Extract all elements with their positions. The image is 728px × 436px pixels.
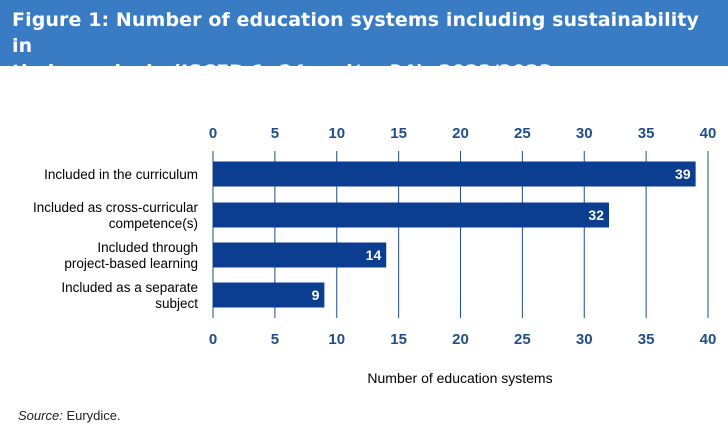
category-label-line: project-based learning bbox=[64, 256, 198, 271]
category-label-line: Included in the curriculum bbox=[44, 167, 198, 182]
category-label-line: subject bbox=[155, 296, 198, 311]
figure-title-line-1: Figure 1: Number of education systems in… bbox=[12, 9, 700, 57]
category-label: Included through project-based learning bbox=[64, 240, 198, 271]
figure-title: Figure 1: Number of education systems in… bbox=[12, 7, 716, 85]
x-tick-label-top: 25 bbox=[514, 125, 531, 142]
top-tick-labels: 0 5 10 15 20 25 30 35 40 bbox=[209, 125, 717, 142]
category-label-line: Included as a separate bbox=[61, 280, 198, 295]
bar-data-label: 32 bbox=[588, 207, 604, 223]
source-text: Eurydice. bbox=[66, 408, 121, 423]
x-tick-label-bottom: 15 bbox=[390, 331, 407, 348]
bar-chart: 0 5 10 15 20 25 30 35 40 0 5 10 15 20 25 30 35 40 Includ… bbox=[33, 125, 717, 386]
bar-data-label: 39 bbox=[675, 166, 691, 182]
bar bbox=[213, 282, 325, 308]
bar bbox=[213, 161, 696, 187]
bar bbox=[213, 242, 387, 268]
x-tick-label-top: 40 bbox=[700, 125, 717, 142]
x-tick-label-top: 0 bbox=[209, 125, 217, 142]
x-tick-label-bottom: 0 bbox=[209, 331, 217, 348]
category-labels: Included in the curriculum Included as cr… bbox=[33, 167, 199, 311]
x-tick-label-bottom: 40 bbox=[700, 331, 717, 348]
x-tick-label-top: 20 bbox=[452, 125, 469, 142]
category-label: Included as cross-curricular competence(s… bbox=[33, 200, 199, 231]
x-tick-label-bottom: 25 bbox=[514, 331, 531, 348]
data-labels: 39 32 14 9 bbox=[312, 166, 691, 303]
category-label: Included in the curriculum bbox=[44, 167, 198, 182]
x-tick-label-top: 5 bbox=[271, 125, 279, 142]
x-tick-label-top: 15 bbox=[390, 125, 407, 142]
bar-data-label: 14 bbox=[366, 247, 382, 263]
figure-title-box: Figure 1: Number of education systems in… bbox=[0, 0, 728, 83]
x-axis-label: Number of education systems bbox=[367, 370, 552, 386]
category-label: Included as a separate subject bbox=[61, 280, 198, 311]
x-tick-label-top: 10 bbox=[328, 125, 345, 142]
category-label-line: competence(s) bbox=[109, 216, 198, 231]
x-tick-label-bottom: 5 bbox=[271, 331, 279, 348]
bar bbox=[213, 202, 609, 228]
source-note: Source: Eurydice. bbox=[18, 408, 121, 423]
bars bbox=[213, 161, 696, 308]
figure-title-line-2: their curricula (ISCED 1, 24 and/or 34),… bbox=[12, 61, 553, 83]
x-tick-label-bottom: 10 bbox=[328, 331, 345, 348]
x-tick-label-top: 30 bbox=[576, 125, 593, 142]
x-tick-label-top: 35 bbox=[638, 125, 655, 142]
category-label-line: Included as cross-curricular bbox=[33, 200, 199, 215]
x-tick-label-bottom: 35 bbox=[638, 331, 655, 348]
bar-data-label: 9 bbox=[312, 287, 320, 303]
x-tick-label-bottom: 20 bbox=[452, 331, 469, 348]
x-tick-label-bottom: 30 bbox=[576, 331, 593, 348]
source-label: Source: bbox=[18, 408, 63, 423]
bottom-tick-labels: 0 5 10 15 20 25 30 35 40 bbox=[209, 331, 717, 348]
category-label-line: Included through bbox=[97, 240, 198, 255]
